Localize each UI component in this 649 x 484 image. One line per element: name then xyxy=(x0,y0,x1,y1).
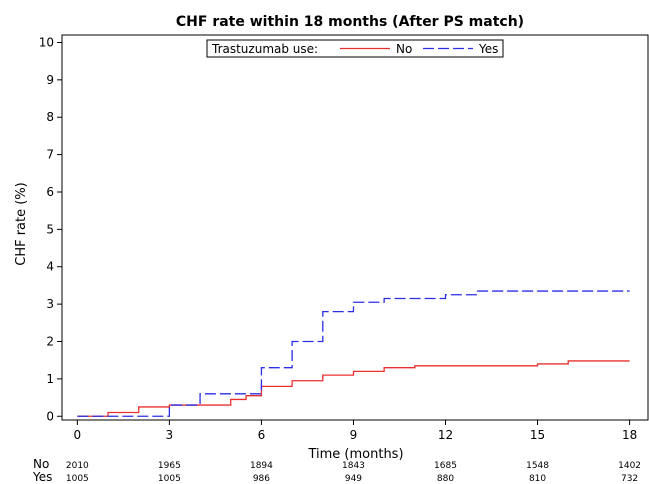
y-tick-label: 7 xyxy=(46,148,54,162)
risk-cell: 986 xyxy=(253,474,270,484)
x-tick-label: 12 xyxy=(438,428,453,442)
x-tick-label: 6 xyxy=(258,428,266,442)
series-line-no xyxy=(77,360,630,417)
y-tick-label: 8 xyxy=(46,110,54,124)
risk-cell: 810 xyxy=(529,474,546,484)
risk-cell: 1894 xyxy=(250,461,273,471)
x-axis-label: Time (months) xyxy=(307,447,403,462)
y-axis-label: CHF rate (%) xyxy=(14,182,29,266)
risk-cell: 1402 xyxy=(618,461,641,471)
risk-cell: 1005 xyxy=(66,474,89,484)
x-tick-label: 3 xyxy=(166,428,174,442)
chart-title: CHF rate within 18 months (After PS matc… xyxy=(176,14,524,30)
y-tick-label: 1 xyxy=(46,372,54,386)
risk-cell: 1685 xyxy=(434,461,457,471)
y-tick-label: 2 xyxy=(46,335,54,349)
risk-cell: 2010 xyxy=(66,461,89,471)
risk-cell: 1548 xyxy=(526,461,549,471)
y-tick-label: 5 xyxy=(46,222,54,236)
y-tick-label: 4 xyxy=(46,260,54,274)
risk-cell: 880 xyxy=(437,474,454,484)
risk-cell: 732 xyxy=(621,474,638,484)
risk-cell: 1965 xyxy=(158,461,181,471)
x-tick-label: 18 xyxy=(622,428,637,442)
risk-cell: 1843 xyxy=(342,461,365,471)
series-line-yes xyxy=(77,290,630,417)
y-tick-label: 0 xyxy=(46,409,54,423)
series-layer xyxy=(77,290,630,417)
y-tick-label: 6 xyxy=(46,185,54,199)
risk-row-label: Yes xyxy=(32,470,52,484)
risk-row-label: No xyxy=(33,457,49,471)
x-tick-label: 9 xyxy=(350,428,358,442)
risk-cell: 1005 xyxy=(158,474,181,484)
y-axis: 0 1 2 3 4 5 6 7 8 9 10 xyxy=(39,35,62,423)
risk-table: No 2010 1965 1894 1843 1685 1548 1402 Yes 1005 100… xyxy=(32,457,641,484)
y-tick-label: 9 xyxy=(46,73,54,87)
y-tick-label: 3 xyxy=(46,297,54,311)
legend-entry-yes: Yes xyxy=(478,42,498,56)
x-tick-label: 15 xyxy=(530,428,545,442)
x-tick-label: 0 xyxy=(74,428,82,442)
risk-cell: 949 xyxy=(345,474,362,484)
x-axis: 0 3 6 9 12 15 18 xyxy=(74,420,637,442)
y-tick-label: 10 xyxy=(39,35,54,49)
legend-title: Trastuzumab use: xyxy=(211,42,318,56)
legend: Trastuzumab use: No Yes xyxy=(206,39,504,58)
plot-frame xyxy=(61,34,649,421)
legend-entry-no: No xyxy=(396,42,412,56)
